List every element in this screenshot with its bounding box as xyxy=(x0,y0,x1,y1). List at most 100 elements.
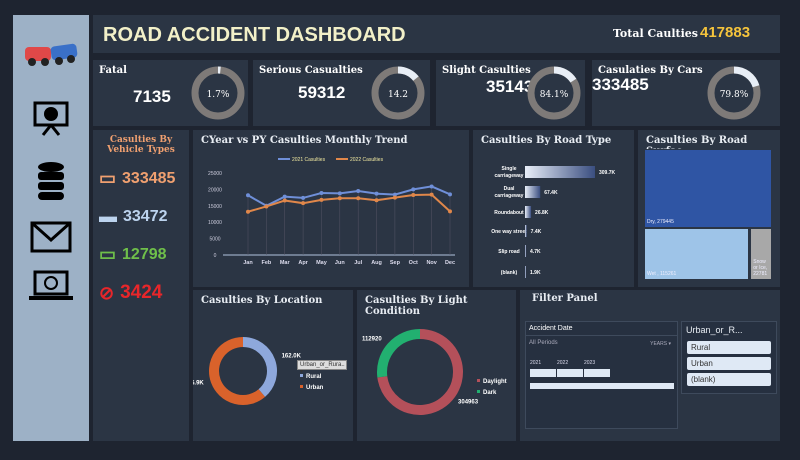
legend-swatch xyxy=(300,374,303,377)
legend-label: Daylight xyxy=(483,379,507,385)
bar xyxy=(525,245,527,257)
header-bar: ROAD ACCIDENT DASHBOARD Total Caulties 4… xyxy=(93,15,780,53)
laptop-globe-icon[interactable] xyxy=(13,270,89,309)
legend-label: Dark xyxy=(483,390,497,396)
slicer-title: Urban_or_R... xyxy=(686,325,743,335)
years-dropdown[interactable]: YEARS ▾ xyxy=(650,341,671,347)
bar-value-label: 26.8K xyxy=(535,210,549,216)
slicer-option[interactable]: Rural xyxy=(687,341,771,354)
database-icon[interactable] xyxy=(13,160,89,207)
timeline-scrollbar[interactable] xyxy=(530,383,674,389)
kpi-value: 333485 xyxy=(592,75,649,94)
kpi-label: Serious Casualties xyxy=(259,65,363,76)
data-point xyxy=(429,184,434,189)
bar-value-label: 67.4K xyxy=(544,190,558,196)
data-point xyxy=(448,192,452,197)
treemap-cell[interactable]: Wet , 115261 xyxy=(644,227,749,280)
donut-segment xyxy=(242,337,277,397)
bar-value-label: 4.7K xyxy=(530,249,541,255)
data-label: 304963 xyxy=(458,400,479,406)
data-point xyxy=(246,209,250,214)
x-tick-label: Feb xyxy=(261,260,271,266)
slicer-option[interactable]: Urban xyxy=(687,357,771,370)
series-line xyxy=(247,185,451,207)
data-point xyxy=(282,198,287,203)
treemap-label: Wet , 115261 xyxy=(647,270,677,277)
year-cell[interactable]: 2022 xyxy=(557,360,583,377)
trend-chart: 0 5000 10000 15000 20000 25000 Jan Feb Mar Apr May… xyxy=(208,157,455,266)
legend-label: 2021 Casulties xyxy=(292,157,326,163)
bar xyxy=(525,186,541,198)
filter-panel: Filter Panel Accident Date All Periods Y… xyxy=(520,290,780,441)
vehicle-item: ▬ 33472 xyxy=(99,206,168,227)
data-point xyxy=(337,196,342,201)
y-tick-label: 15000 xyxy=(208,204,222,210)
year-label: 2022 xyxy=(557,360,569,366)
vehicle-value: 333485 xyxy=(122,169,176,187)
car-icon: ▭ xyxy=(99,168,117,188)
data-label: 112920 xyxy=(362,336,382,342)
presentation-icon[interactable] xyxy=(13,97,89,142)
trend-panel: CYear vs PY Casulties Monthly Trend 0 500… xyxy=(193,130,469,287)
vehicle-item: ⊘ 3424 xyxy=(99,282,162,304)
sidebar xyxy=(13,15,89,441)
donut-fill xyxy=(371,66,425,120)
treemap-cell[interactable]: Dry, 279445 xyxy=(644,149,772,228)
trend-title: CYear vs PY Casulties Monthly Trend xyxy=(201,135,408,146)
kpi-donut: 79.8% xyxy=(707,66,761,120)
date-timeline-slicer[interactable]: Accident Date All Periods YEARS ▾ 2021 20… xyxy=(525,321,678,429)
data-point xyxy=(337,191,342,196)
data-point xyxy=(282,194,287,199)
vehicle-value: 33472 xyxy=(123,207,168,225)
light-title: Casulties By Light Condition xyxy=(365,295,468,317)
kpi-label: Casulaties By Cars xyxy=(598,65,703,76)
x-tick-label: Dec xyxy=(445,260,455,266)
donut-fill xyxy=(527,66,581,120)
y-tick-label: 10000 xyxy=(208,220,222,226)
kpi-card: Fatal 7135 1.7% xyxy=(93,60,248,126)
location-filter-label: Urban_or_Rura.. xyxy=(300,362,345,368)
bar xyxy=(525,206,532,218)
year-cell[interactable]: 2023 xyxy=(584,360,610,377)
bar-category-label: carriageway xyxy=(495,193,524,199)
y-tick-label: 25000 xyxy=(208,171,222,177)
treemap-label: Snow or Ice, 22781 xyxy=(753,258,768,277)
location-filter-dropdown[interactable]: Urban_or_Rura.. ▾ xyxy=(297,360,347,375)
data-point xyxy=(448,209,452,214)
x-tick-label: Oct xyxy=(409,260,418,266)
mail-icon[interactable] xyxy=(13,220,89,259)
legend-label: Rural xyxy=(306,374,322,380)
legend-swatch xyxy=(477,390,480,393)
kpi-card: Casulaties By Cars 333485 79.8% xyxy=(592,60,780,126)
kpi-percent: 79.8% xyxy=(720,90,749,100)
page-title: ROAD ACCIDENT DASHBOARD xyxy=(103,24,406,46)
year-label: 2023 xyxy=(584,360,596,366)
legend-swatch xyxy=(477,379,480,382)
kpi-percent: 1.7% xyxy=(207,90,230,100)
vehicle-value: 3424 xyxy=(120,282,163,303)
data-point xyxy=(356,196,361,201)
x-tick-label: May xyxy=(316,260,328,266)
y-tick-label: 20000 xyxy=(208,187,222,193)
data-point xyxy=(301,195,306,200)
kpi-percent: 14.2 xyxy=(388,90,408,100)
bar-value-label: 7.4K xyxy=(531,229,542,235)
location-donut: 162.0K Rural 255.9K Urban xyxy=(193,337,324,405)
year-cell[interactable]: 2021 xyxy=(530,360,556,377)
all-periods: All Periods xyxy=(529,340,558,346)
x-tick-label: Aug xyxy=(371,260,382,266)
location-panel: Casulties By Location 162.0K Rural 255.9K U… xyxy=(193,290,353,441)
car-crash-icon[interactable] xyxy=(13,35,89,76)
kpi-value: 35143 xyxy=(486,77,534,96)
treemap-cell[interactable]: Snow or Ice, 22781 xyxy=(750,227,772,280)
bus-icon: ▭ xyxy=(99,244,117,264)
kpi-label: Slight Casulties xyxy=(442,65,531,76)
legend-label: Urban xyxy=(306,385,324,391)
legend-swatch xyxy=(300,385,303,388)
slicer-option[interactable]: (blank) xyxy=(687,373,771,386)
kpi-card: Slight Casulties 35143 84.1% xyxy=(436,60,585,126)
total-value: 417883 xyxy=(700,24,751,41)
kpi-percent: 84.1% xyxy=(540,90,569,100)
x-tick-label: Jul xyxy=(354,260,362,266)
